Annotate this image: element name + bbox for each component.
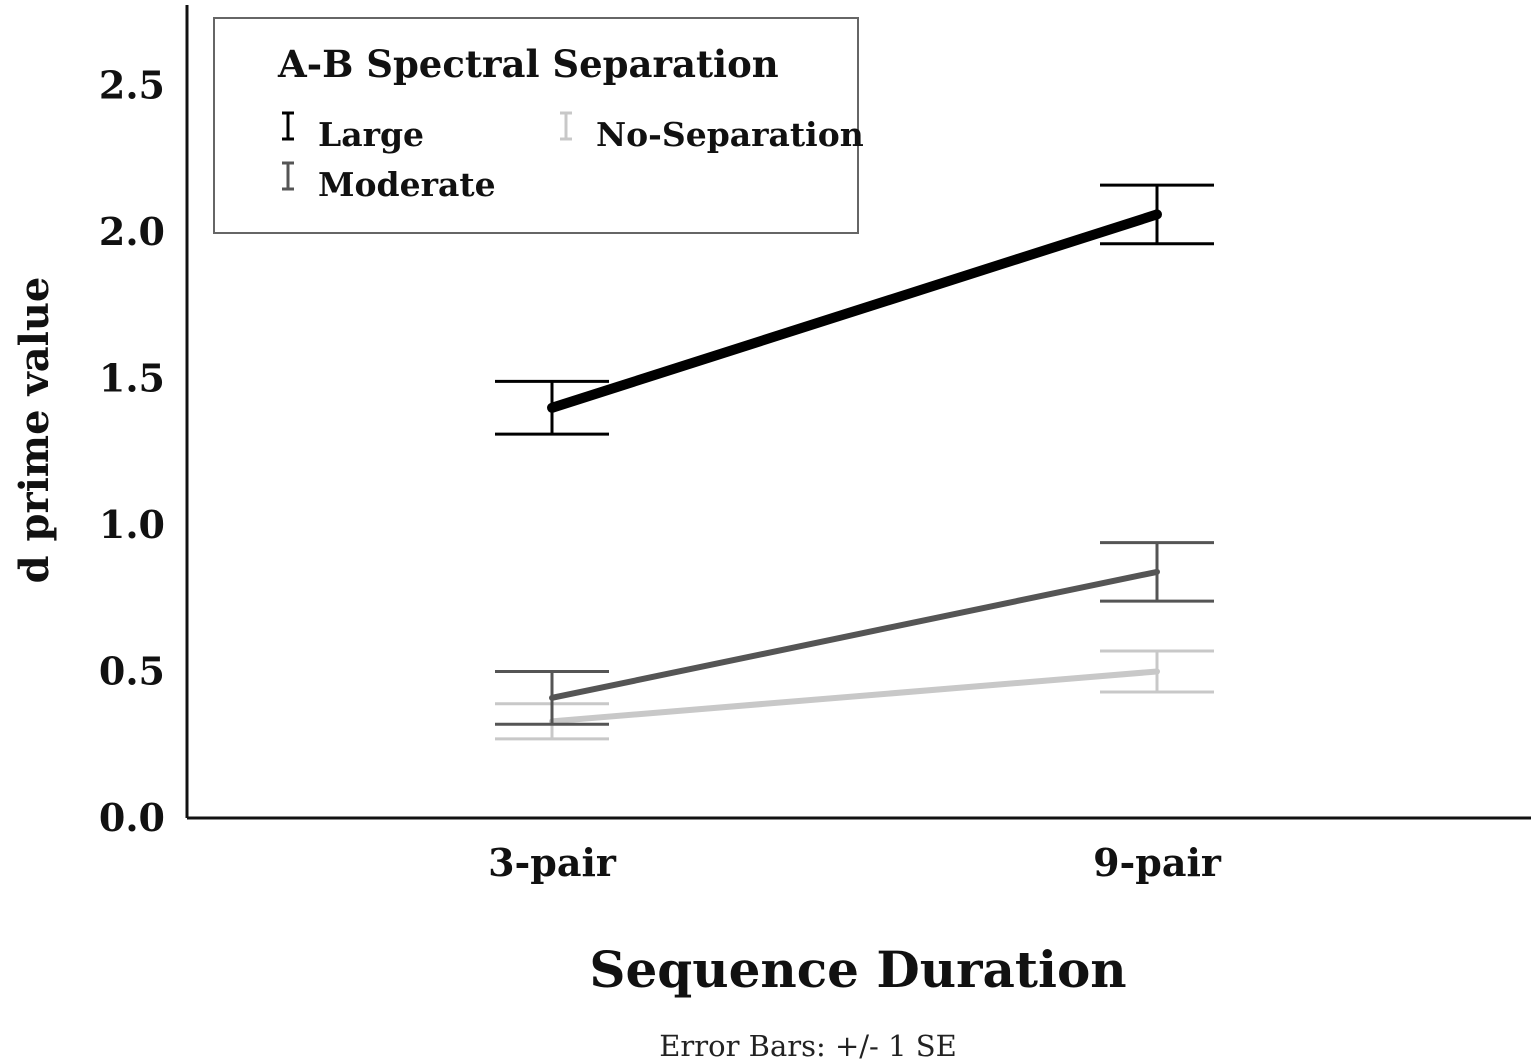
legend: A-B Spectral Separation Large Moderate No-… bbox=[213, 17, 864, 234]
series-line bbox=[551, 668, 1158, 725]
legend-label: Moderate bbox=[318, 165, 496, 204]
series-line bbox=[550, 209, 1159, 413]
y-tick-labels: 0.0 0.5 1.0 1.5 2.0 2.5 bbox=[99, 63, 165, 841]
series-large bbox=[495, 183, 1214, 436]
data-point bbox=[549, 694, 555, 701]
data-point bbox=[1154, 568, 1160, 575]
plot-area bbox=[495, 183, 1214, 741]
x-axis-label: Sequence Duration bbox=[589, 940, 1126, 999]
series-line bbox=[551, 568, 1158, 701]
y-tick-label: 2.5 bbox=[99, 63, 165, 108]
error-bar-note: Error Bars: +/- 1 SE bbox=[659, 1029, 957, 1063]
legend-items: Large Moderate No-Separation bbox=[282, 111, 864, 204]
data-point bbox=[1152, 209, 1162, 220]
legend-title: A-B Spectral Separation bbox=[277, 42, 779, 86]
data-point bbox=[1154, 668, 1160, 675]
y-axis-label: d prime value bbox=[11, 277, 58, 584]
series-moderate bbox=[495, 541, 1214, 726]
legend-item: Large bbox=[282, 111, 424, 154]
legend-label: No-Separation bbox=[596, 115, 864, 154]
legend-item: No-Separation bbox=[560, 111, 864, 154]
y-tick-label: 1.5 bbox=[99, 356, 165, 401]
legend-box bbox=[213, 17, 859, 234]
legend-item: Moderate bbox=[282, 161, 496, 204]
legend-label: Large bbox=[318, 115, 424, 154]
y-tick-label: 2.0 bbox=[99, 209, 165, 254]
x-tick-label: 3-pair bbox=[488, 840, 617, 885]
data-point bbox=[547, 402, 557, 413]
y-tick-label: 1.0 bbox=[99, 502, 165, 547]
y-tick-label: 0.5 bbox=[99, 649, 165, 694]
x-tick-label: 9-pair bbox=[1093, 840, 1222, 885]
y-tick-label: 0.0 bbox=[99, 795, 165, 840]
series-no-separation bbox=[495, 649, 1214, 741]
x-tick-labels: 3-pair 9-pair bbox=[488, 840, 1222, 885]
